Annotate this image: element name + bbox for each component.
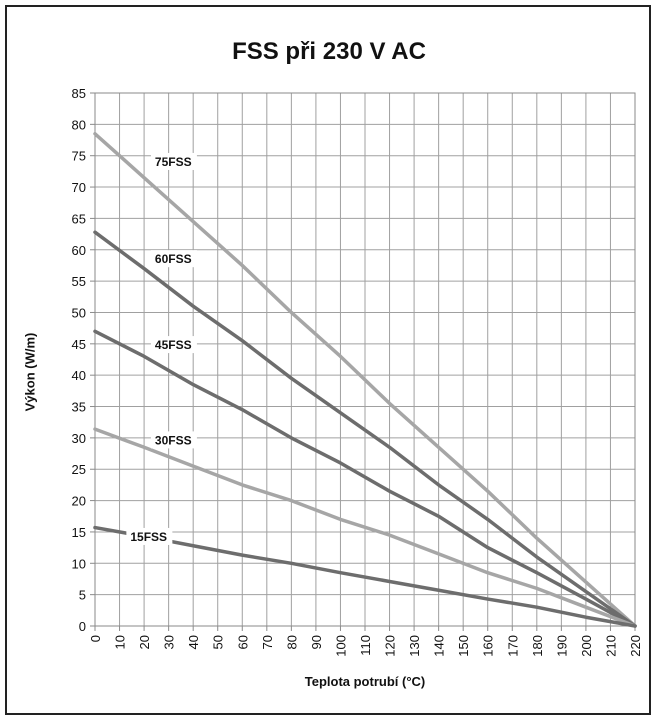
- series-line-75fss: [93, 132, 637, 628]
- x-tick-label: 220: [628, 635, 643, 657]
- x-tick-label: 10: [113, 635, 128, 649]
- x-tick-label: 170: [505, 635, 520, 657]
- x-tick-label: 140: [432, 635, 447, 657]
- series-line-15fss: [93, 525, 637, 628]
- series-label-bg: [150, 336, 197, 354]
- series-label-bg: [126, 527, 173, 545]
- series-label-bg: [150, 250, 197, 268]
- series-label-75fss: 75FSS: [155, 155, 192, 169]
- y-tick-label: 20: [72, 494, 86, 509]
- x-tick-label: 90: [309, 635, 324, 649]
- x-tick-label: 30: [162, 635, 177, 649]
- y-tick-label: 85: [72, 86, 86, 101]
- series-line-60fss: [93, 230, 637, 628]
- x-tick-label: 50: [211, 635, 226, 649]
- chart-title: FSS při 230 V AC: [232, 38, 426, 65]
- series-label-45fss: 45FSS: [155, 338, 192, 352]
- y-tick-label: 75: [72, 149, 86, 164]
- x-tick-label: 210: [603, 635, 618, 657]
- y-tick-label: 60: [72, 243, 86, 258]
- y-tick-label: 25: [72, 462, 86, 477]
- y-tick-label: 50: [72, 305, 86, 320]
- x-tick-label: 70: [260, 635, 275, 649]
- series-label-15fss: 15FSS: [130, 530, 167, 544]
- x-tick-label: 180: [530, 635, 545, 657]
- x-tick-label: 0: [88, 635, 103, 642]
- x-tick-label: 160: [481, 635, 496, 657]
- series-line-45fss: [93, 329, 637, 628]
- y-tick-label: 5: [79, 588, 86, 603]
- y-tick-label: 0: [79, 619, 86, 634]
- series-label-bg: [150, 152, 197, 170]
- y-tick-label: 45: [72, 337, 86, 352]
- x-tick-label: 190: [554, 635, 569, 657]
- y-tick-label: 55: [72, 274, 86, 289]
- x-tick-label: 120: [383, 635, 398, 657]
- y-tick-label: 10: [72, 556, 86, 571]
- series-label-60fss: 60FSS: [155, 252, 192, 266]
- x-tick-label: 100: [333, 635, 348, 657]
- x-axis-label: Teplota potrubí (°C): [304, 674, 426, 689]
- y-tick-label: 30: [72, 431, 86, 446]
- y-tick-label: 15: [72, 525, 86, 540]
- y-tick-label: 65: [72, 211, 86, 226]
- y-tick-label: 40: [72, 368, 86, 383]
- series-line-30fss: [93, 427, 637, 628]
- y-tick-label: 70: [72, 180, 86, 195]
- series-label-bg: [150, 431, 197, 449]
- x-tick-label: 80: [284, 635, 299, 649]
- x-tick-label: 150: [456, 635, 471, 657]
- x-tick-label: 60: [235, 635, 250, 649]
- series-label-30fss: 30FSS: [155, 433, 192, 447]
- x-tick-label: 20: [137, 635, 152, 649]
- x-tick-label: 40: [186, 635, 201, 649]
- y-tick-label: 80: [72, 117, 86, 132]
- x-tick-label: 200: [579, 635, 594, 657]
- y-tick-label: 35: [72, 400, 86, 415]
- x-tick-label: 130: [407, 635, 422, 657]
- x-tick-label: 110: [358, 635, 373, 656]
